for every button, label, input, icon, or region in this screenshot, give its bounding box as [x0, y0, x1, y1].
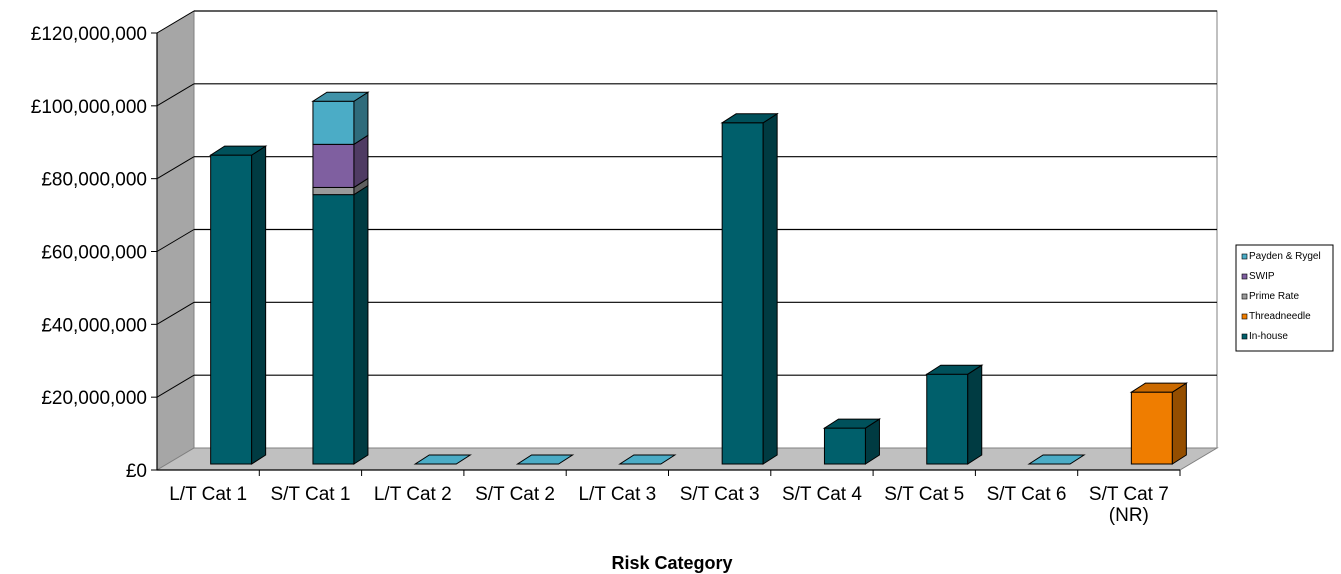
bar-top-s-t-cat-3 — [720, 113, 779, 124]
legend-swatch-prime-rate — [1241, 293, 1248, 300]
x-tick-label: L/T Cat 1 — [169, 484, 247, 505]
bar-zero-s-t-cat-6 — [1027, 454, 1086, 465]
y-tick-label: £120,000,000 — [31, 24, 147, 45]
bar-in-house-s-t-cat-5-side — [967, 364, 983, 465]
bar-in-house-s-t-cat-3-side — [762, 112, 778, 465]
x-axis-tick-labels: L/T Cat 1 S/T Cat 1 L/T Cat 2 S/T Cat 2 L/T … — [169, 470, 1181, 526]
y-axis-tick-labels: £0 £20,000,000 £40,000,000 £60,000,000 £80,0… — [31, 24, 157, 482]
bar-payden-rygel-s-t-cat-1 — [312, 100, 355, 145]
x-tick-label: S/T Cat 1 — [270, 484, 350, 505]
x-tick-label: S/T Cat 5 — [884, 484, 964, 505]
bar-zero-l-t-cat-3 — [618, 454, 677, 465]
x-tick-label: S/T Cat 6 — [987, 484, 1067, 505]
y-tick-label: £60,000,000 — [41, 243, 147, 264]
y-tick-label: £20,000,000 — [41, 388, 147, 409]
bar-in-house-s-t-cat-1-side — [353, 184, 369, 465]
legend-label-threadneedle: Threadneedle — [1249, 311, 1311, 322]
bar-in-house-l-t-cat-1-side — [251, 145, 267, 465]
bar-top-s-t-cat-4 — [822, 418, 882, 429]
legend-label-in-house: In-house — [1249, 331, 1288, 342]
y-tick-label: £100,000,000 — [31, 97, 147, 118]
bar-top-l-t-cat-1 — [208, 145, 268, 156]
legend-label-prime-rate: Prime Rate — [1249, 291, 1299, 302]
bar-top-s-t-cat-7-nr — [1129, 382, 1189, 393]
x-tick-label: S/T Cat 2 — [475, 484, 555, 505]
y-tick-label: £80,000,000 — [41, 170, 147, 191]
x-tick-label: S/T Cat 4 — [782, 484, 862, 505]
gridline-side — [156, 83, 195, 107]
bar-in-house-s-t-cat-1 — [312, 194, 355, 465]
bar-threadneedle-s-t-cat-7-nr — [1130, 391, 1173, 465]
legend-swatch-threadneedle — [1241, 313, 1248, 320]
bar-in-house-s-t-cat-3 — [721, 122, 764, 465]
gridline-side — [156, 374, 195, 398]
gridline-side — [156, 229, 195, 252]
x-axis-title: Risk Category — [611, 553, 732, 573]
x-tick-label: L/T Cat 2 — [374, 484, 452, 505]
gridline-side — [156, 10, 195, 34]
legend-box — [1235, 244, 1334, 352]
bar-in-house-l-t-cat-1 — [210, 154, 253, 465]
bar-swip-s-t-cat-1 — [312, 143, 355, 188]
bar-top-s-t-cat-5 — [925, 364, 984, 375]
legend-label-payden-rygel: Payden & Rygel — [1249, 251, 1321, 262]
legend: Payden & Rygel SWIP Prime Rate Threadneedle… — [1235, 244, 1334, 352]
legend-label-swip: SWIP — [1249, 271, 1275, 282]
legend-swatch-payden-rygel — [1241, 253, 1248, 260]
gridline-side — [156, 156, 195, 180]
y-tick-label: £40,000,000 — [41, 315, 147, 336]
bars — [208, 91, 1189, 465]
legend-swatch-in-house — [1241, 333, 1248, 340]
bar-zero-l-t-cat-2 — [413, 454, 472, 465]
x-tick-label: L/T Cat 3 — [578, 484, 656, 505]
bar-top-s-t-cat-1 — [311, 91, 370, 102]
bar-prime-rate-s-t-cat-1 — [312, 186, 355, 196]
bar-threadneedle-s-t-cat-7-nr-side — [1171, 382, 1187, 465]
legend-swatch-swip — [1241, 273, 1248, 280]
bar-in-house-s-t-cat-5 — [926, 373, 969, 465]
bar-in-house-s-t-cat-4 — [823, 427, 866, 465]
gridline-side — [156, 301, 195, 325]
x-tick-label: (NR) — [1109, 505, 1149, 526]
x-tick-label: S/T Cat 7 — [1089, 484, 1169, 505]
y-tick-label: £0 — [126, 461, 147, 482]
bar-zero-s-t-cat-2 — [515, 454, 575, 465]
x-tick-label: S/T Cat 3 — [680, 484, 760, 505]
